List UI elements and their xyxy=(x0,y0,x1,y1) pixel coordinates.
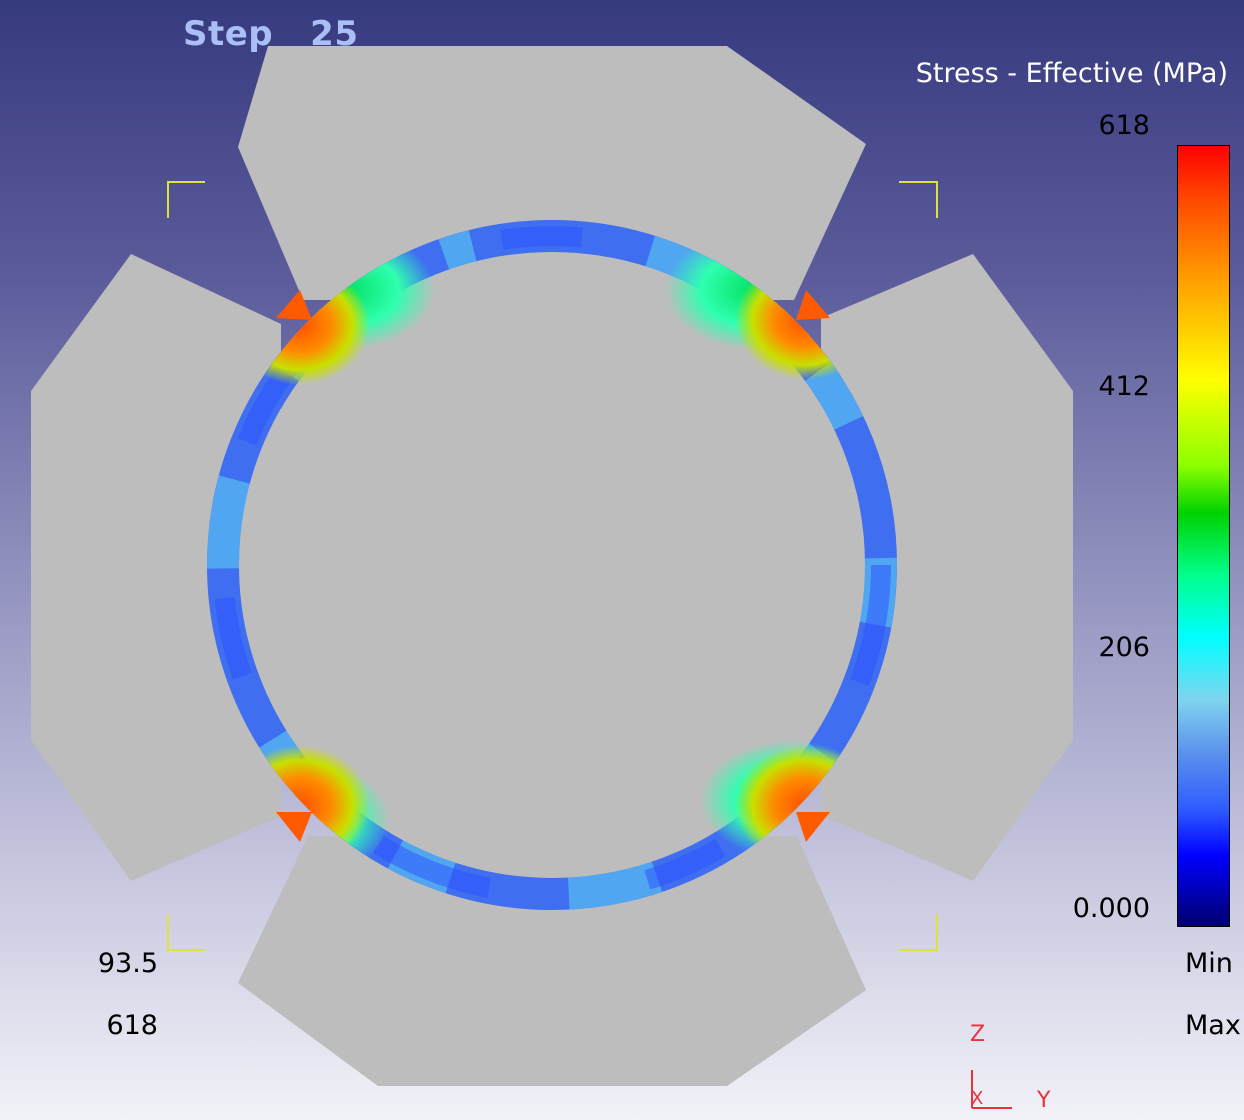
legend-max-row: 618 Max xyxy=(0,1010,1244,1046)
inner-mandrel[interactable] xyxy=(239,252,865,878)
legend-max-value: 618 xyxy=(106,1010,158,1041)
legend-title: Stress - Effective (MPa) xyxy=(915,58,1228,89)
legend-max-label: Max xyxy=(1185,1010,1241,1041)
legend-min-row: 93.5 Min xyxy=(0,948,1244,984)
view-bracket-top-left xyxy=(167,181,205,218)
stress-colorbar xyxy=(1177,145,1230,927)
legend-tick-412: 412 xyxy=(1098,371,1150,402)
axis-z-label: Z xyxy=(970,1022,986,1047)
axis-triad-lines xyxy=(971,1070,1012,1109)
die-left[interactable] xyxy=(31,254,281,881)
legend-tick-max: 618 xyxy=(1098,110,1150,141)
legend-tick-zero: 0.000 xyxy=(1072,893,1150,924)
legend-min-value: 93.5 xyxy=(97,948,158,979)
axis-y-label: Y xyxy=(1037,1088,1051,1113)
view-bracket-bottom-left xyxy=(167,914,205,951)
die-top[interactable] xyxy=(238,46,866,300)
die-right[interactable] xyxy=(821,254,1073,881)
legend-min-label: Min xyxy=(1185,948,1233,979)
step-number: 25 xyxy=(310,14,359,54)
die-bottom[interactable] xyxy=(238,836,866,1086)
view-bracket-top-right xyxy=(899,181,938,218)
step-indicator: Step 25 xyxy=(183,14,358,54)
axis-triad: Z Y X xyxy=(960,1020,1050,1115)
view-bracket-bottom-right xyxy=(899,914,938,951)
axis-x-label: X xyxy=(971,1088,984,1109)
step-label: Step xyxy=(183,14,274,54)
legend-tick-206: 206 xyxy=(1098,632,1150,663)
